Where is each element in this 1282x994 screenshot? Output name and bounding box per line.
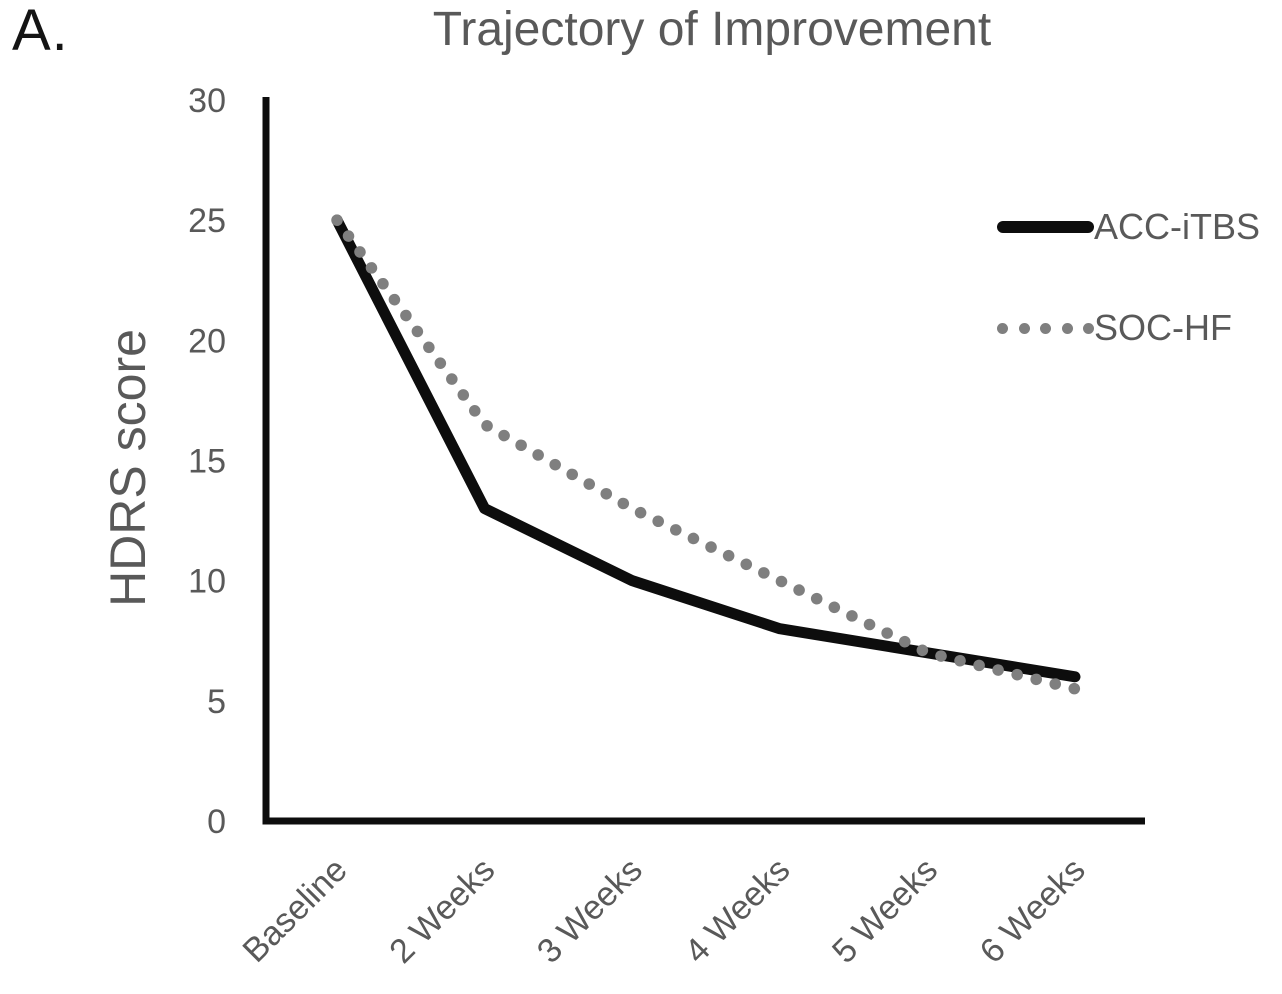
panel-label: A. <box>12 0 69 63</box>
y-tick-label: 10 <box>188 563 226 601</box>
y-tick-label: 30 <box>188 82 226 120</box>
y-tick-label: 25 <box>188 202 226 240</box>
series-line-acc-itbs <box>331 214 1081 683</box>
y-tick-label: 15 <box>188 443 226 481</box>
legend-label-acc-itbs: ACC-iTBS <box>1094 206 1261 247</box>
x-tick-label: 2 Weeks <box>382 851 502 971</box>
chart-title: Trajectory of Improvement <box>432 3 992 56</box>
x-tick-label: 4 Weeks <box>677 851 797 971</box>
dotted-line-swatch-icon <box>997 322 1094 334</box>
y-tick-label: 0 <box>207 803 226 841</box>
legend-entry-soc-hf: SOC-HF <box>997 307 1232 349</box>
x-tick-label: Baseline <box>236 851 355 970</box>
y-tick-label: 20 <box>188 322 226 360</box>
legend-label-soc-hf: SOC-HF <box>1094 307 1232 348</box>
y-tick-label: 5 <box>207 683 226 721</box>
series-line-soc-hf <box>331 214 1081 695</box>
x-tick-label: 3 Weeks <box>530 851 650 971</box>
legend-entry-acc-itbs: ACC-iTBS <box>997 206 1260 248</box>
x-tick-label: 6 Weeks <box>973 851 1093 971</box>
solid-line-swatch-icon <box>997 221 1094 233</box>
x-tick-label: 5 Weeks <box>825 851 945 971</box>
